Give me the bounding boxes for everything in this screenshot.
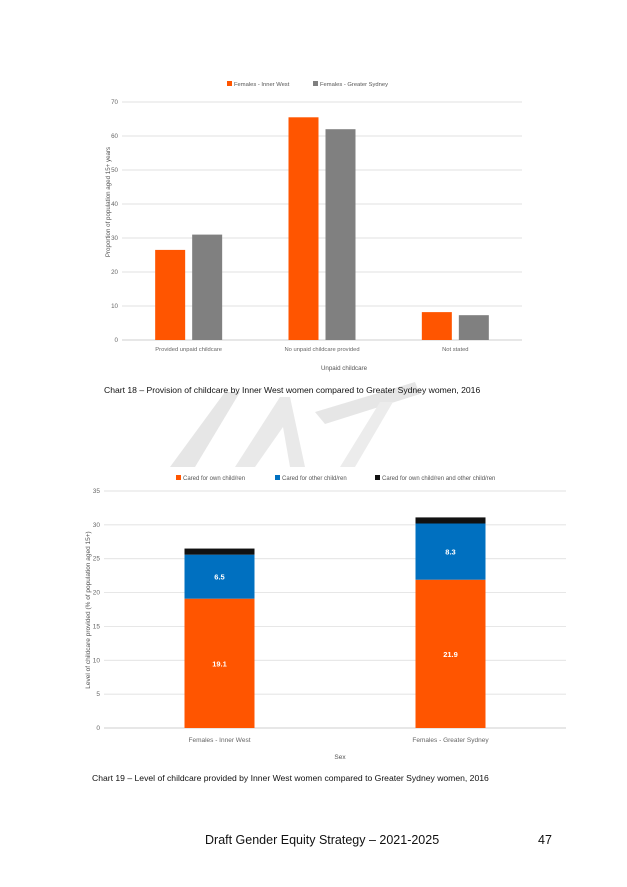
chart-19-legend-swatch: [176, 475, 181, 480]
chart-18-y-tick-label: 40: [111, 201, 118, 208]
watermark-graphic: [170, 382, 420, 467]
chart-19-x-tick-label: Females - Inner West: [188, 737, 250, 744]
chart-18-y-axis-label: Proportion of population aged 15+ years: [105, 147, 112, 257]
chart-18-bars: [155, 117, 489, 340]
chart-18-bar: [421, 312, 452, 340]
chart-18-bar: [458, 315, 489, 340]
chart-19-y-tick-label: 5: [96, 691, 100, 698]
chart-18-legend-label: Females - Inner West: [234, 82, 290, 88]
chart-18-x-tick-label: Not stated: [442, 347, 468, 353]
chart-19-data-label: 6.5: [214, 573, 224, 582]
chart-19-y-tick-label: 15: [93, 623, 101, 630]
chart-18-y-tick-label: 20: [111, 269, 118, 276]
chart-18-caption: Chart 18 – Provision of childcare by Inn…: [104, 385, 481, 395]
chart-19-x-axis-label: Sex: [334, 754, 346, 761]
chart-18-y-tick-label: 70: [111, 99, 118, 106]
chart-19-caption: Chart 19 – Level of childcare provided b…: [92, 773, 489, 783]
chart-19-data-label: 19.1: [212, 659, 227, 668]
chart-19-data-label: 21.9: [443, 650, 458, 659]
chart-19-x-ticks: Females - Inner West Females - Greater Sy…: [188, 737, 489, 744]
chart-19: 0 5 10 15 20 25 30 35 19.1 6.5 21.9 8.3 Females - …: [85, 475, 566, 761]
chart-18-gridlines: [122, 101, 522, 341]
chart-19-y-tick-label: 25: [93, 556, 101, 563]
chart-19-y-tick-label: 30: [93, 522, 101, 529]
chart-19-legend-swatch: [275, 475, 280, 480]
footer-title: Draft Gender Equity Strategy – 2021-2025: [205, 833, 440, 847]
chart-18-x-tick-label: No unpaid childcare provided: [284, 347, 359, 353]
chart-18-y-tick-label: 0: [115, 337, 119, 344]
chart-18-y-tick-label: 30: [111, 235, 118, 242]
chart-18-bar: [155, 249, 186, 340]
chart-19-legend-label: Cared for own child/ren: [183, 476, 245, 482]
page-number: 47: [538, 833, 552, 847]
chart-18: 0 10 20 30 40 50 60 70 Provided unpaid childcar…: [105, 81, 522, 372]
chart-18-bar: [288, 117, 319, 340]
chart-19-gridlines: [104, 490, 566, 729]
chart-19-y-tick-label: 20: [93, 590, 101, 597]
chart-18-legend-swatch: [313, 81, 318, 86]
chart-18-legend-swatch: [227, 81, 232, 86]
chart-19-bar-segment: [415, 517, 486, 524]
chart-19-legend-label: Cared for other child/ren: [282, 476, 347, 482]
chart-19-y-ticks: 0 5 10 15 20 25 30 35: [93, 488, 101, 732]
chart-19-y-tick-label: 0: [96, 725, 100, 732]
chart-18-legend: Females - Inner West Females - Greater Sy…: [227, 81, 388, 88]
chart-18-x-ticks: Provided unpaid childcare No unpaid child…: [155, 347, 468, 353]
chart-19-bars: 19.1 6.5 21.9 8.3: [184, 517, 486, 728]
chart-19-x-tick-label: Females - Greater Sydney: [412, 737, 489, 744]
chart-19-data-label: 8.3: [445, 548, 455, 557]
chart-19-bar-segment: [184, 548, 255, 555]
chart-18-y-tick-label: 10: [111, 303, 118, 310]
chart-18-bar: [192, 234, 223, 340]
chart-19-y-axis-label: Level of childcare provided (% of popula…: [85, 531, 92, 688]
chart-18-x-axis-label: Unpaid childcare: [321, 365, 368, 372]
chart-18-y-ticks: 0 10 20 30 40 50 60 70: [111, 99, 118, 344]
chart-18-y-tick-label: 50: [111, 167, 118, 174]
chart-19-y-tick-label: 10: [93, 657, 101, 664]
chart-19-y-tick-label: 35: [93, 488, 101, 495]
chart-19-legend-label: Cared for own child/ren and other child/…: [382, 476, 495, 482]
chart-18-x-tick-label: Provided unpaid childcare: [155, 347, 222, 353]
chart-18-y-tick-label: 60: [111, 133, 118, 140]
chart-18-legend-label: Females - Greater Sydney: [320, 82, 388, 88]
chart-19-legend: Cared for own child/ren Cared for other c…: [176, 475, 495, 482]
chart-18-bar: [325, 129, 356, 340]
chart-19-bar-segment: [415, 579, 486, 728]
chart-19-bar-segment: [184, 554, 255, 599]
chart-19-bar-segment: [415, 523, 486, 580]
chart-19-bar-segment: [184, 598, 255, 728]
chart-19-legend-swatch: [375, 475, 380, 480]
